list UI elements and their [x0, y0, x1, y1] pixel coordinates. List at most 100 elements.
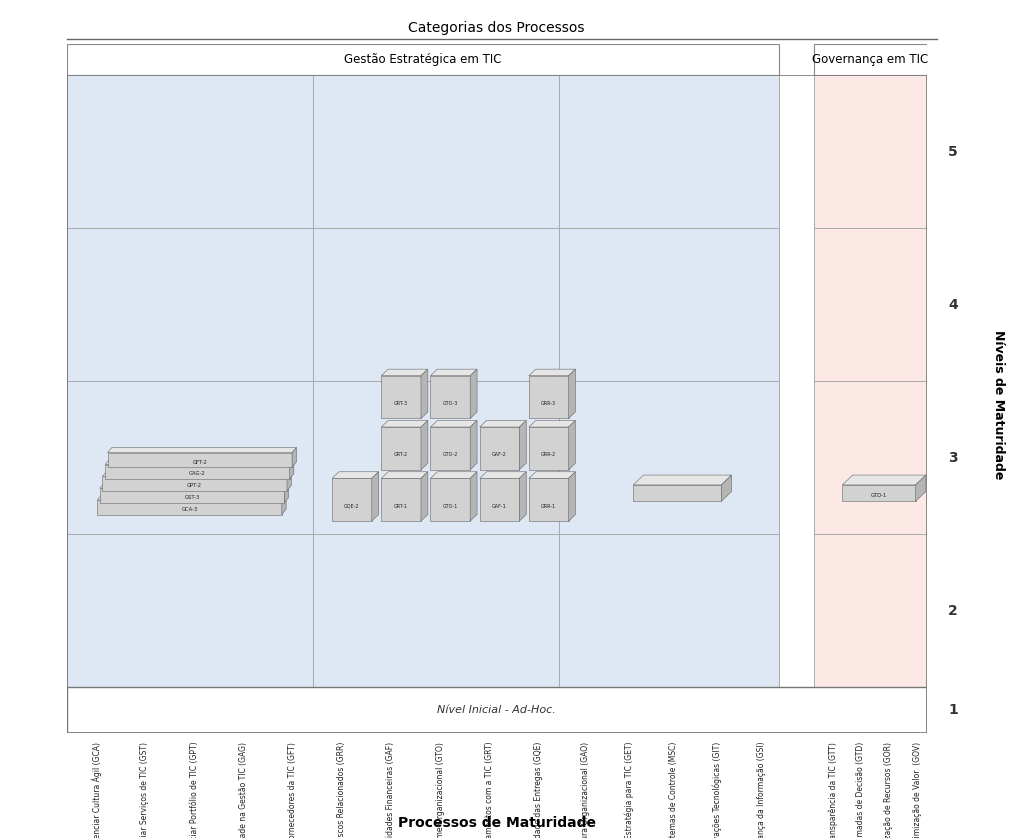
Text: 3: 3 — [948, 451, 957, 465]
Polygon shape — [479, 478, 519, 521]
Text: GTO-3: GTO-3 — [442, 401, 458, 406]
Polygon shape — [568, 421, 575, 470]
Polygon shape — [528, 478, 568, 521]
Polygon shape — [470, 370, 477, 418]
Text: Gerenciar Portfólio de TIC (GPT): Gerenciar Portfólio de TIC (GPT) — [189, 742, 199, 838]
Polygon shape — [105, 464, 290, 479]
Polygon shape — [430, 427, 470, 470]
Polygon shape — [430, 472, 477, 478]
Polygon shape — [915, 475, 926, 501]
Bar — [67, 381, 312, 535]
Polygon shape — [290, 459, 294, 479]
Polygon shape — [108, 447, 296, 453]
Bar — [558, 229, 779, 381]
Polygon shape — [568, 472, 575, 521]
Bar — [67, 75, 312, 229]
Polygon shape — [97, 500, 282, 515]
Polygon shape — [528, 472, 575, 478]
Polygon shape — [421, 370, 428, 418]
Polygon shape — [381, 472, 428, 478]
Polygon shape — [102, 471, 291, 476]
Polygon shape — [528, 427, 568, 470]
Text: Processos de Maturidade: Processos de Maturidade — [397, 816, 596, 830]
Text: Gerenciar Arquitetura Organizacional (GAO): Gerenciar Arquitetura Organizacional (GA… — [581, 742, 590, 838]
Text: GQE-2: GQE-2 — [344, 504, 359, 509]
Text: Gerenciar Qualidade das Entregas (GQE): Gerenciar Qualidade das Entregas (GQE) — [534, 742, 543, 838]
Polygon shape — [421, 421, 428, 470]
Polygon shape — [381, 370, 428, 375]
Text: GFT-2: GFT-2 — [193, 459, 207, 464]
Polygon shape — [372, 472, 379, 521]
Bar — [312, 535, 558, 687]
Text: GAF-1: GAF-1 — [493, 504, 507, 509]
Text: Nível Inicial - Ad-Hoc.: Nível Inicial - Ad-Hoc. — [437, 706, 556, 715]
Polygon shape — [292, 447, 296, 467]
Polygon shape — [108, 453, 292, 467]
Text: GTD-1: GTD-1 — [870, 493, 887, 498]
Text: GCA-3: GCA-3 — [181, 507, 198, 512]
Bar — [312, 229, 558, 381]
Text: GPT-2: GPT-2 — [187, 484, 203, 489]
Text: Gerenciar Cultura Ágil (GCA): Gerenciar Cultura Ágil (GCA) — [91, 742, 101, 838]
Bar — [814, 535, 927, 687]
Text: GAG-2: GAG-2 — [189, 472, 206, 477]
Bar — [558, 381, 779, 535]
Polygon shape — [633, 485, 721, 501]
Text: Gerenciar Time Organizacional (GTO): Gerenciar Time Organizacional (GTO) — [435, 742, 444, 838]
Text: Garantir Otimização de Valor  (GOV): Garantir Otimização de Valor (GOV) — [912, 742, 922, 838]
Polygon shape — [479, 472, 526, 478]
Polygon shape — [102, 476, 287, 491]
Text: 4: 4 — [948, 297, 958, 312]
Polygon shape — [105, 459, 294, 464]
Bar — [814, 229, 927, 381]
Polygon shape — [633, 475, 731, 485]
Text: Gerenciar Relacionamentos com a TIC (GRT): Gerenciar Relacionamentos com a TIC (GRT… — [484, 742, 494, 838]
Polygon shape — [430, 370, 477, 375]
Bar — [67, 229, 312, 381]
Text: 2: 2 — [948, 603, 958, 618]
Polygon shape — [519, 421, 526, 470]
Text: Níveis de Maturidade: Níveis de Maturidade — [992, 329, 1005, 479]
Text: Gerenciar Inovações Tecnológicas (GIT): Gerenciar Inovações Tecnológicas (GIT) — [713, 742, 722, 838]
Polygon shape — [381, 478, 421, 521]
Polygon shape — [528, 421, 575, 427]
Text: 1: 1 — [948, 703, 958, 717]
Text: GTO-1: GTO-1 — [442, 504, 458, 509]
Polygon shape — [843, 475, 926, 485]
Polygon shape — [282, 494, 286, 515]
Polygon shape — [285, 483, 289, 503]
Text: GRR-3: GRR-3 — [541, 401, 556, 406]
Bar — [67, 687, 927, 733]
Text: Categorias dos Processos: Categorias dos Processos — [409, 21, 585, 34]
Polygon shape — [430, 375, 470, 418]
Text: Governança em TIC: Governança em TIC — [812, 53, 929, 66]
Polygon shape — [479, 421, 526, 427]
Polygon shape — [100, 489, 285, 503]
Text: Gerenciar Agilidade na Gestão TIC (GAG): Gerenciar Agilidade na Gestão TIC (GAG) — [239, 742, 248, 838]
Polygon shape — [97, 494, 286, 500]
Polygon shape — [381, 421, 428, 427]
Polygon shape — [421, 472, 428, 521]
Polygon shape — [381, 427, 421, 470]
Polygon shape — [843, 485, 915, 501]
Text: Monitorar Sistemas de Controle (MSC): Monitorar Sistemas de Controle (MSC) — [669, 742, 678, 838]
Text: GRT-1: GRT-1 — [394, 504, 409, 509]
Text: Gestão Estratégica em TIC: Gestão Estratégica em TIC — [344, 53, 502, 66]
Bar — [67, 535, 312, 687]
Bar — [312, 381, 558, 535]
Text: Gerenciar Riscos Relacionados (GRR): Gerenciar Riscos Relacionados (GRR) — [337, 742, 346, 838]
Text: GRT-2: GRT-2 — [394, 453, 409, 458]
Polygon shape — [332, 478, 372, 521]
Text: GTO-2: GTO-2 — [442, 453, 458, 458]
Polygon shape — [430, 421, 477, 427]
Text: GRR-1: GRR-1 — [541, 504, 556, 509]
Polygon shape — [287, 471, 291, 491]
Bar — [814, 75, 927, 229]
Polygon shape — [721, 475, 731, 501]
Bar — [814, 44, 927, 75]
Text: Garantir Otimização de Recursos (GOR): Garantir Otimização de Recursos (GOR) — [885, 742, 894, 838]
Text: Garantir Transparência da TIC (GTT): Garantir Transparência da TIC (GTT) — [828, 742, 838, 838]
Polygon shape — [430, 478, 470, 521]
Text: Gerenciar Fornecedores da TIC (GFT): Gerenciar Fornecedores da TIC (GFT) — [288, 742, 297, 838]
Polygon shape — [470, 472, 477, 521]
